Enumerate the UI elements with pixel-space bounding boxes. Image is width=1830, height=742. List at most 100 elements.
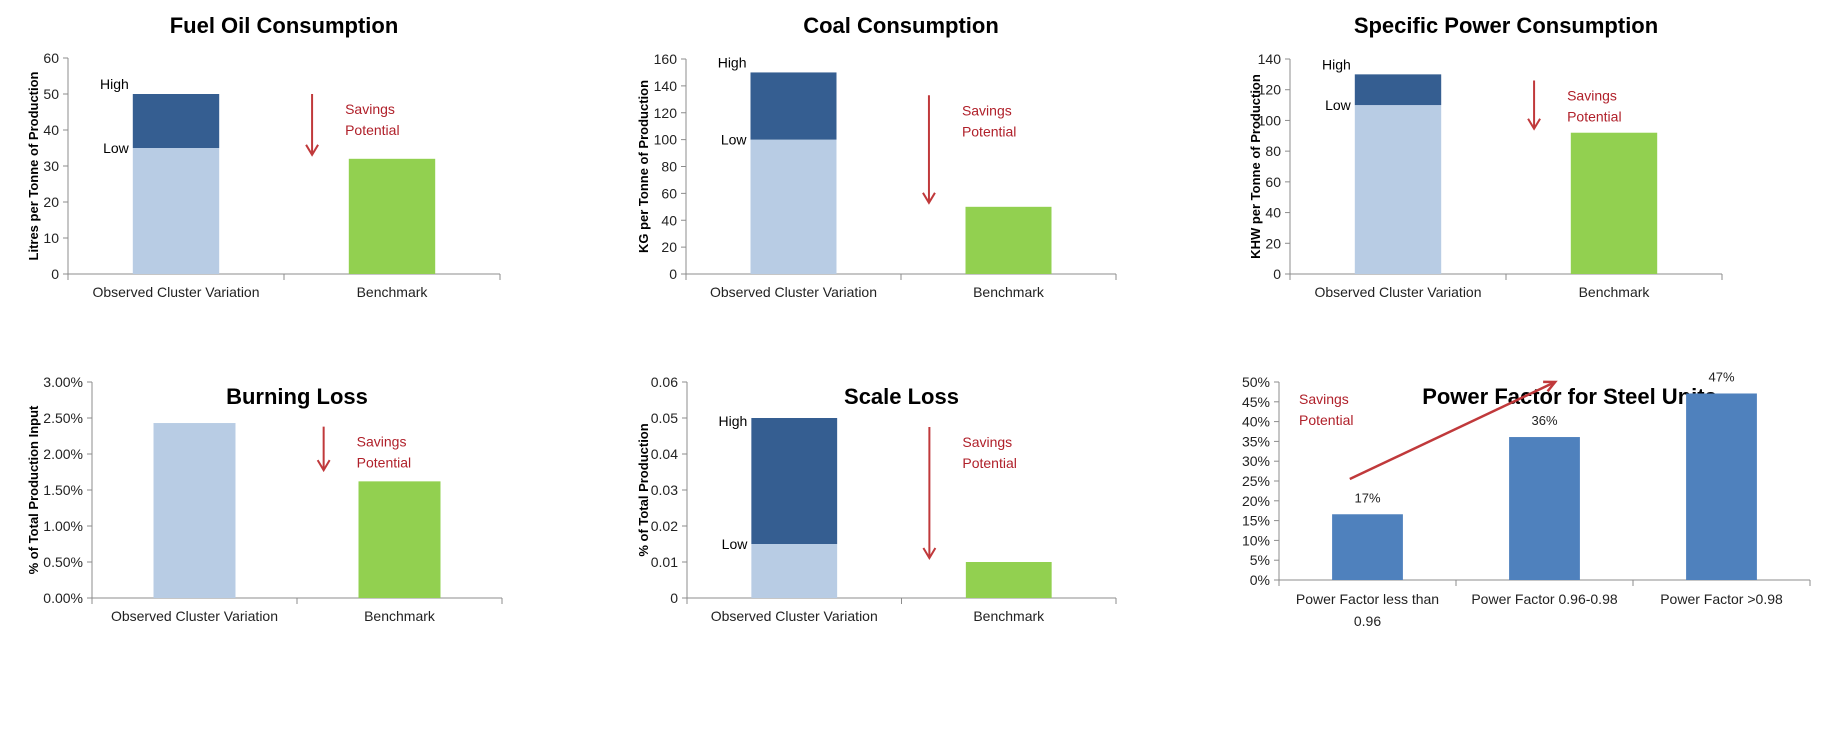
y-tick-label: 20% bbox=[1242, 493, 1270, 509]
y-axis-label: KHW per Tonne of Production bbox=[1248, 74, 1263, 259]
low-label: Low bbox=[722, 536, 749, 552]
savings-annotation: Savings bbox=[1299, 391, 1349, 407]
x-tick-label: Observed Cluster Variation bbox=[1314, 284, 1481, 300]
chart-title: Specific Power Consumption bbox=[1354, 13, 1658, 38]
y-tick-label: 120 bbox=[654, 105, 678, 121]
y-tick-label: 45% bbox=[1242, 394, 1270, 410]
y-tick-label: 100 bbox=[654, 132, 678, 148]
y-tick-label: 1.00% bbox=[43, 518, 83, 534]
data-label: 36% bbox=[1531, 413, 1557, 428]
y-tick-label: 1.50% bbox=[43, 482, 83, 498]
y-tick-label: 40 bbox=[661, 212, 677, 228]
y-tick-label: 3.00% bbox=[43, 374, 83, 390]
y-tick-label: 15% bbox=[1242, 513, 1270, 529]
y-tick-label: 25% bbox=[1242, 473, 1270, 489]
high-label: High bbox=[1322, 56, 1351, 72]
bar-low-range bbox=[1354, 105, 1442, 274]
y-tick-label: 0.00% bbox=[43, 590, 83, 606]
savings-annotation: Savings bbox=[1567, 88, 1617, 104]
bar-value bbox=[1509, 437, 1580, 580]
y-tick-label: 80 bbox=[661, 159, 677, 175]
chart-svg: Scale Loss % of Total Production 0 0.01 0.02… bbox=[636, 374, 1117, 624]
x-tick-label: Benchmark bbox=[1579, 284, 1651, 300]
y-tick-label: 0% bbox=[1250, 572, 1270, 588]
y-tick-label: 0 bbox=[51, 266, 59, 282]
y-tick-label: 0.01 bbox=[651, 554, 678, 570]
y-tick-label: 0 bbox=[669, 266, 677, 282]
chart-specific-power: Specific Power Consumption KHW per Tonne … bbox=[1220, 0, 1830, 371]
low-label: Low bbox=[1325, 97, 1352, 113]
bar-high-range bbox=[751, 418, 838, 544]
x-tick-label: 0.96 bbox=[1354, 613, 1381, 629]
data-label: 47% bbox=[1708, 371, 1734, 384]
savings-annotation: Potential bbox=[962, 455, 1016, 471]
savings-arrow-head bbox=[1527, 118, 1541, 131]
y-tick-label: 30 bbox=[43, 158, 59, 174]
y-axis-label: % of Total Production bbox=[636, 423, 651, 556]
y-tick-label: 140 bbox=[654, 78, 678, 94]
savings-arrow-head bbox=[922, 192, 936, 205]
bar-benchmark bbox=[965, 562, 1052, 598]
y-tick-label: 40% bbox=[1242, 414, 1270, 430]
savings-annotation: Potential bbox=[345, 122, 399, 138]
chart-title: Coal Consumption bbox=[803, 13, 999, 38]
y-tick-label: 5% bbox=[1250, 552, 1270, 568]
bar-low-range bbox=[750, 139, 837, 274]
y-tick-label: 40 bbox=[1265, 205, 1281, 221]
y-tick-label: 10 bbox=[43, 230, 59, 246]
x-tick-label: Observed Cluster Variation bbox=[711, 608, 878, 624]
chart-scale-loss: Scale Loss % of Total Production 0 0.01 0.02… bbox=[610, 371, 1220, 742]
y-axis-label: Litres per Tonne of Production bbox=[26, 71, 41, 260]
high-label: High bbox=[100, 76, 129, 92]
y-tick-label: 140 bbox=[1258, 51, 1282, 67]
y-tick-label: 0.06 bbox=[651, 374, 678, 390]
bar-low-range bbox=[751, 544, 838, 598]
bar-high-range bbox=[750, 72, 837, 140]
y-tick-label: 0 bbox=[1273, 266, 1281, 282]
savings-annotation: Potential bbox=[357, 455, 411, 471]
y-tick-label: 50% bbox=[1242, 374, 1270, 390]
y-tick-label: 60 bbox=[43, 50, 59, 66]
y-tick-label: 2.50% bbox=[43, 410, 83, 426]
x-tick-label: Observed Cluster Variation bbox=[111, 608, 278, 624]
high-label: High bbox=[719, 413, 748, 429]
bar-benchmark bbox=[358, 481, 441, 598]
x-tick-label: Power Factor less than bbox=[1296, 591, 1439, 607]
savings-annotation: Savings bbox=[962, 434, 1012, 450]
savings-annotation: Savings bbox=[962, 102, 1012, 118]
chart-title: Scale Loss bbox=[844, 384, 959, 409]
chart-svg: Power Factor for Steel Units 0% 5% 10% 15% 20… bbox=[1242, 371, 1811, 629]
y-tick-label: 0.02 bbox=[651, 518, 678, 534]
bar-high-range bbox=[1354, 74, 1442, 106]
y-tick-label: 0.03 bbox=[651, 482, 678, 498]
chart-coal: Coal Consumption KG per Tonne of Producti… bbox=[610, 0, 1220, 371]
bar-high-range bbox=[132, 94, 220, 148]
x-tick-label: Benchmark bbox=[973, 284, 1045, 300]
chart-title: Power Factor for Steel Units bbox=[1422, 384, 1717, 409]
y-tick-label: 0.50% bbox=[43, 554, 83, 570]
savings-annotation: Potential bbox=[1299, 412, 1353, 428]
chart-title: Burning Loss bbox=[226, 384, 368, 409]
savings-arrow-head bbox=[1543, 380, 1558, 393]
x-tick-label: Observed Cluster Variation bbox=[92, 284, 259, 300]
y-tick-label: 20 bbox=[1265, 235, 1281, 251]
y-tick-label: 0 bbox=[670, 590, 678, 606]
bar-observed bbox=[153, 423, 236, 598]
savings-annotation: Potential bbox=[962, 123, 1016, 139]
bar-value bbox=[1332, 514, 1403, 580]
chart-fuel-oil: Fuel Oil Consumption Litres per Tonne of … bbox=[0, 0, 610, 371]
bar-value bbox=[1686, 393, 1757, 580]
chart-svg: Coal Consumption KG per Tonne of Producti… bbox=[636, 13, 1117, 300]
chart-svg: Specific Power Consumption KHW per Tonne … bbox=[1248, 13, 1723, 300]
chart-svg: Fuel Oil Consumption Litres per Tonne of … bbox=[26, 13, 501, 300]
y-tick-label: 60 bbox=[1265, 174, 1281, 190]
high-label: High bbox=[718, 54, 747, 70]
y-tick-label: 0.04 bbox=[651, 446, 678, 462]
savings-annotation: Savings bbox=[357, 434, 407, 450]
y-tick-label: 10% bbox=[1242, 532, 1270, 548]
chart-burning-loss: Burning Loss% of Total Production Input 0… bbox=[0, 371, 610, 742]
y-tick-label: 120 bbox=[1258, 82, 1282, 98]
bar-benchmark bbox=[1570, 132, 1658, 274]
y-axis-label: % of Total Production Input bbox=[26, 405, 41, 574]
y-tick-label: 35% bbox=[1242, 433, 1270, 449]
